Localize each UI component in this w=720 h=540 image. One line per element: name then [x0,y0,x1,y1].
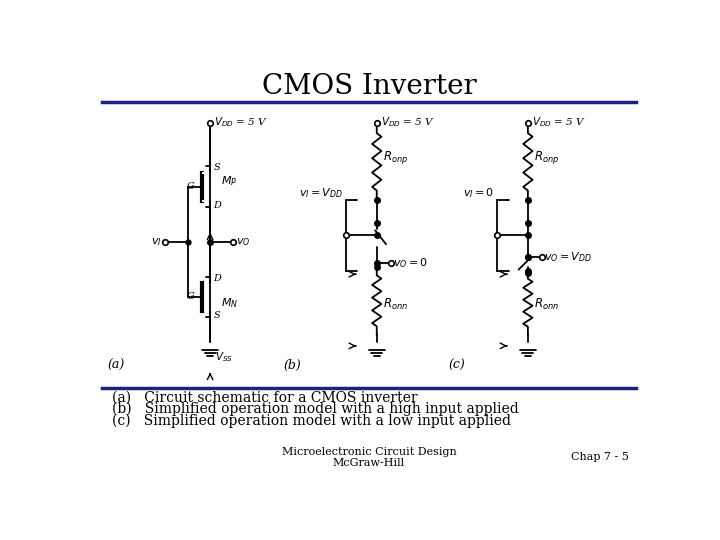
Text: $v_O = 0$: $v_O = 0$ [393,256,428,271]
Text: $R_{onp}$: $R_{onp}$ [534,150,559,166]
Text: (c)   Simplified operation model with a low input applied: (c) Simplified operation model with a lo… [112,413,510,428]
Text: $M_P$: $M_P$ [221,174,237,187]
Text: $M_N$: $M_N$ [221,296,238,310]
Text: $v_I = V_{DD}$: $v_I = V_{DD}$ [300,186,343,200]
Text: G: G [187,183,194,191]
Text: D: D [213,274,221,282]
Text: Microelectronic Circuit Design
McGraw-Hill: Microelectronic Circuit Design McGraw-Hi… [282,447,456,468]
Text: $R_{onn}$: $R_{onn}$ [383,297,408,312]
Text: $R_{onp}$: $R_{onp}$ [383,150,408,166]
Text: Chap 7 - 5: Chap 7 - 5 [571,453,629,462]
Text: $v_O$: $v_O$ [235,236,250,248]
Text: S: S [213,164,220,172]
Text: $V_{DD}$ = 5 V: $V_{DD}$ = 5 V [532,115,586,129]
Text: $V_{SS}$: $V_{SS}$ [215,350,233,365]
Text: $v_O = V_{DD}$: $v_O = V_{DD}$ [544,251,592,264]
Text: S: S [213,312,220,320]
Text: $V_{DD}$ = 5 V: $V_{DD}$ = 5 V [381,115,435,129]
Text: CMOS Inverter: CMOS Inverter [261,73,477,100]
Text: $V_{DD}$ = 5 V: $V_{DD}$ = 5 V [214,115,268,129]
Text: (a)   Circuit schematic for a CMOS inverter: (a) Circuit schematic for a CMOS inverte… [112,390,418,404]
Text: G: G [187,293,194,301]
Text: $v_I = 0$: $v_I = 0$ [464,186,495,200]
Text: (c): (c) [448,359,465,372]
Text: (b)   Simplified operation model with a high input applied: (b) Simplified operation model with a hi… [112,402,518,416]
Text: $R_{onn}$: $R_{onn}$ [534,297,559,312]
Text: D: D [213,201,221,210]
Text: $v_I$: $v_I$ [151,236,162,248]
Text: (b): (b) [284,359,302,372]
Text: (a): (a) [107,359,125,372]
